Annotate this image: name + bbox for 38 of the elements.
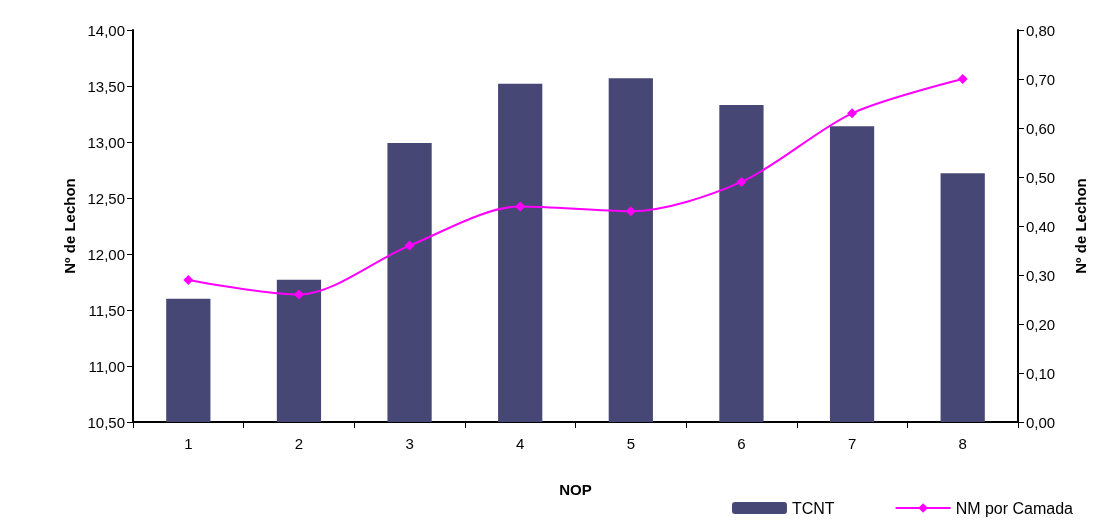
legend-label: TCNT (791, 499, 835, 517)
x-tick-label: 4 (516, 435, 525, 452)
y-tick-label: 12,00 (87, 245, 125, 263)
y-tick-label: 11,50 (88, 301, 125, 319)
y2-tick-label: 0,00 (1026, 413, 1056, 431)
point (736, 176, 747, 187)
y-tick-label: 14,00 (87, 21, 125, 39)
y2-tick-label: 0,70 (1026, 70, 1056, 88)
y2-tick-label: 0,50 (1026, 168, 1056, 186)
x-tick-label: 1 (184, 435, 193, 452)
y2-tick-label: 0,40 (1026, 217, 1056, 235)
legend-label: NM por Camada (955, 499, 1074, 517)
y-tick-label: 13,50 (87, 77, 125, 95)
x-tick-label: 2 (294, 435, 304, 452)
x-tick-label: 3 (405, 435, 414, 452)
y2-tick-label: 0,10 (1026, 364, 1056, 382)
x-tick-label: 7 (847, 435, 857, 452)
y-tick-label: 11,00 (88, 357, 125, 375)
y2-axis-title: Nº de Lechon (1072, 178, 1089, 274)
y2-tick-label: 0,30 (1026, 266, 1056, 284)
x-tick-label: 5 (626, 435, 635, 452)
y-axis-title: Nº de Lechon (60, 178, 78, 274)
point (515, 201, 526, 212)
y2-tick-label: 0,20 (1026, 315, 1056, 333)
y2-tick-label: 0,60 (1026, 119, 1056, 137)
point (847, 108, 858, 119)
point (625, 206, 636, 217)
point (183, 274, 194, 285)
point (404, 240, 415, 251)
y-tick-label: 13,00 (87, 133, 125, 151)
point (957, 74, 968, 84)
y-tick-label: 12,50 (87, 189, 125, 207)
y2-tick-label: 0,80 (1026, 21, 1056, 39)
x-tick-label: 8 (958, 435, 967, 452)
y-tick-label: 10,50 (87, 413, 125, 431)
x-axis-title: NOP (559, 481, 592, 498)
x-tick-label: 6 (737, 435, 746, 452)
point (293, 289, 304, 300)
